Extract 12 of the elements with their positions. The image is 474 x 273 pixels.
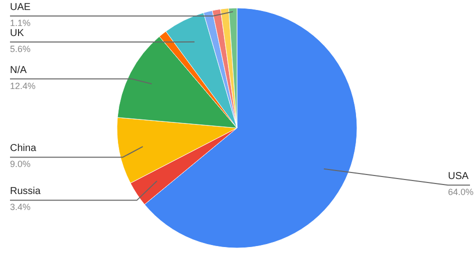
data-label: 3.4% [10, 202, 31, 212]
data-label: 12.4% [10, 80, 36, 91]
slice-label: USA [448, 171, 469, 182]
data-label: 1.1% [10, 18, 31, 28]
slice-label: China [10, 143, 37, 154]
slice-label: UAE [10, 2, 31, 13]
slice-label: N/A [10, 64, 27, 76]
slice-label: Russia [10, 186, 42, 198]
data-label: 9.0% [10, 159, 31, 170]
slice-label: UK [10, 28, 24, 39]
data-label: 5.6% [10, 44, 31, 54]
data-label: 64.0% [448, 187, 474, 198]
